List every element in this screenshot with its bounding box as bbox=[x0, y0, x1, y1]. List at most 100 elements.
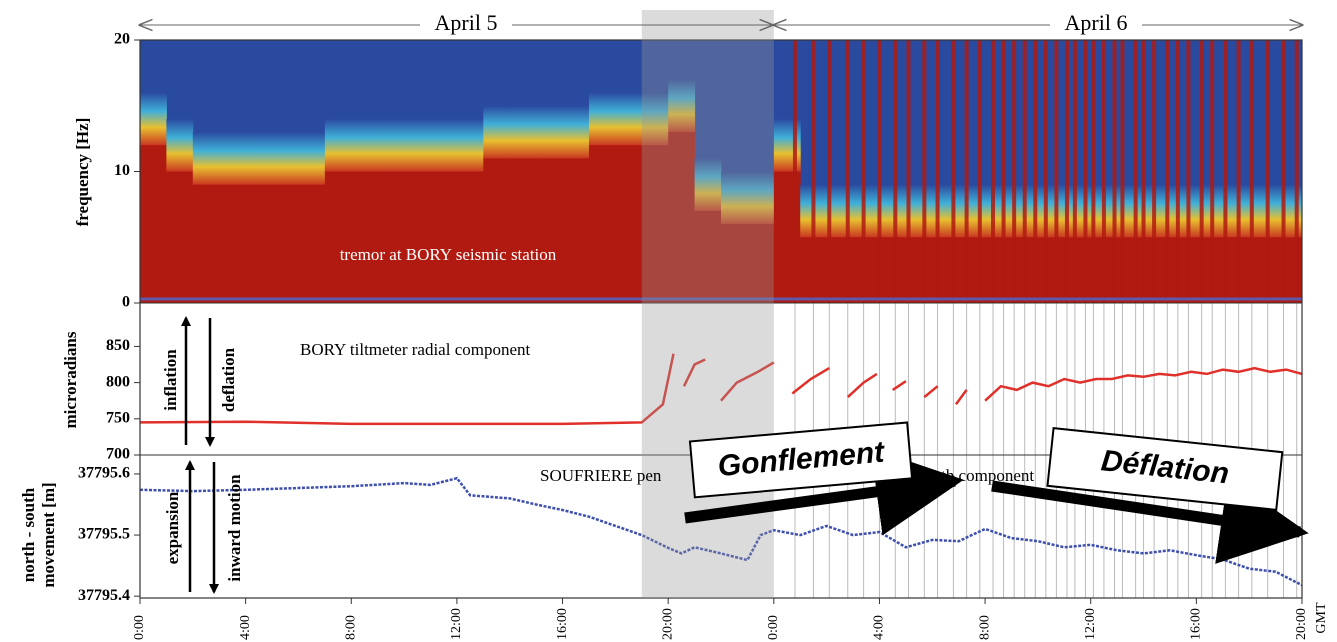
spectrum-transition bbox=[192, 132, 220, 186]
y-tick-label: 20 bbox=[114, 31, 130, 48]
y-tick-label: 800 bbox=[106, 373, 130, 390]
y-tick-label: 10 bbox=[114, 162, 130, 179]
event-spike bbox=[827, 40, 832, 303]
date-label: April 5 bbox=[435, 10, 498, 35]
event-spike bbox=[922, 40, 927, 303]
highlight-band bbox=[641, 10, 774, 598]
event-spike bbox=[935, 40, 940, 303]
spectrum-band bbox=[324, 171, 352, 303]
overlay-box-bg bbox=[1046, 427, 1284, 511]
spectrum-transition bbox=[668, 79, 696, 134]
y-axis-label: frequency [Hz] bbox=[73, 118, 92, 227]
spectrum-band bbox=[615, 145, 643, 303]
event-spike bbox=[1199, 40, 1204, 303]
spectrum-band bbox=[272, 184, 299, 303]
spectrum-transition bbox=[562, 105, 590, 160]
event-spike bbox=[1186, 40, 1191, 303]
y-tick-label: 37795.5 bbox=[78, 526, 130, 543]
x-tick-label: 16:00 bbox=[555, 608, 570, 640]
annotation: tremor at BORY seismic station bbox=[340, 245, 557, 264]
spectrum-band bbox=[483, 158, 511, 303]
spectrum-band bbox=[377, 171, 405, 303]
spectrum-transition bbox=[324, 118, 352, 173]
event-spike bbox=[1294, 40, 1299, 303]
label-bg bbox=[1050, 12, 1142, 38]
overlay-box-bg bbox=[688, 421, 914, 499]
label-bg bbox=[420, 12, 512, 38]
x-tick-label: 0:00 bbox=[132, 615, 147, 640]
spectrum-band bbox=[747, 224, 775, 303]
event-spike bbox=[1033, 40, 1038, 303]
event-spike bbox=[1281, 40, 1286, 303]
event-spike bbox=[1012, 40, 1017, 303]
event-spike bbox=[951, 40, 956, 303]
spectrum-transition bbox=[430, 118, 458, 173]
spectrum-transition bbox=[456, 118, 484, 173]
event-spike bbox=[1083, 40, 1088, 303]
arrow-label: inflation bbox=[161, 349, 180, 411]
spectrum-band bbox=[536, 158, 564, 303]
spectrum-band bbox=[1037, 237, 1065, 303]
annotation: BORY tiltmeter radial component bbox=[300, 340, 531, 359]
spectrum-band bbox=[694, 210, 722, 303]
trend-arrow bbox=[991, 476, 1309, 564]
x-tick-label: 20:00 bbox=[1294, 608, 1309, 640]
spectrum-band bbox=[140, 145, 167, 303]
x-tick-label: 16:00 bbox=[1189, 608, 1204, 640]
event-spike bbox=[1112, 40, 1117, 303]
spectrum-transition bbox=[1169, 184, 1197, 239]
spectrum-transition bbox=[483, 105, 511, 160]
spectrum-transition bbox=[879, 184, 907, 239]
data bbox=[139, 353, 1303, 587]
y-tick-label: 37795.6 bbox=[78, 465, 130, 482]
event-spike bbox=[906, 40, 911, 303]
event-spike bbox=[1133, 40, 1138, 303]
y-tick-label: 750 bbox=[106, 409, 130, 426]
spectrum-band bbox=[245, 184, 273, 303]
event-spike bbox=[964, 40, 969, 303]
x-tick-label: 20:00 bbox=[660, 608, 675, 640]
event-spike bbox=[1141, 40, 1146, 303]
spectrum-band bbox=[430, 171, 458, 303]
spectrum-band bbox=[509, 158, 537, 303]
event-spike bbox=[1265, 40, 1270, 303]
x-unit: GMT bbox=[1314, 602, 1329, 634]
event-spike bbox=[861, 40, 866, 303]
spectrum-band bbox=[879, 237, 907, 303]
spectrum-transition bbox=[615, 92, 643, 147]
event-spike bbox=[1152, 40, 1157, 303]
y-tick-label: 850 bbox=[106, 337, 130, 354]
event-spike bbox=[845, 40, 850, 303]
spectrum-transition bbox=[641, 92, 669, 147]
x-tick-label: 8:00 bbox=[343, 615, 358, 640]
spectrum-transition bbox=[721, 171, 748, 226]
x-tick-label: 12:00 bbox=[449, 608, 464, 640]
event-spike bbox=[1054, 40, 1059, 303]
event-spike bbox=[1210, 40, 1215, 303]
event-spike bbox=[991, 40, 996, 303]
overlay-box: Déflation bbox=[1046, 427, 1284, 511]
spectrum-band bbox=[192, 184, 220, 303]
x-tick-label: 0:00 bbox=[766, 615, 781, 640]
spectrum-band bbox=[351, 171, 379, 303]
annotation: SOUFRIERE pen bbox=[540, 466, 662, 485]
event-spike bbox=[1101, 40, 1106, 303]
x-tick-label: 4:00 bbox=[872, 615, 887, 640]
date-label: April 6 bbox=[1065, 10, 1128, 35]
event-spike bbox=[1120, 40, 1125, 303]
series-line bbox=[139, 476, 1303, 587]
arrow-label: expansion bbox=[163, 491, 182, 564]
event-spike bbox=[1175, 40, 1180, 303]
x-tick-label: 8:00 bbox=[977, 615, 992, 640]
event-spike bbox=[811, 40, 816, 303]
frame bbox=[139, 39, 1303, 599]
y-tick-label: 0 bbox=[122, 294, 130, 311]
x-tick-label: 12:00 bbox=[1083, 608, 1098, 640]
spectrum-band bbox=[668, 132, 696, 303]
y-axis-label: movement [m] bbox=[39, 482, 58, 587]
event-spike bbox=[1064, 40, 1069, 303]
spectrum-transition bbox=[140, 92, 167, 147]
spectrum-transition bbox=[536, 105, 564, 160]
spectrum-transition bbox=[694, 158, 722, 212]
